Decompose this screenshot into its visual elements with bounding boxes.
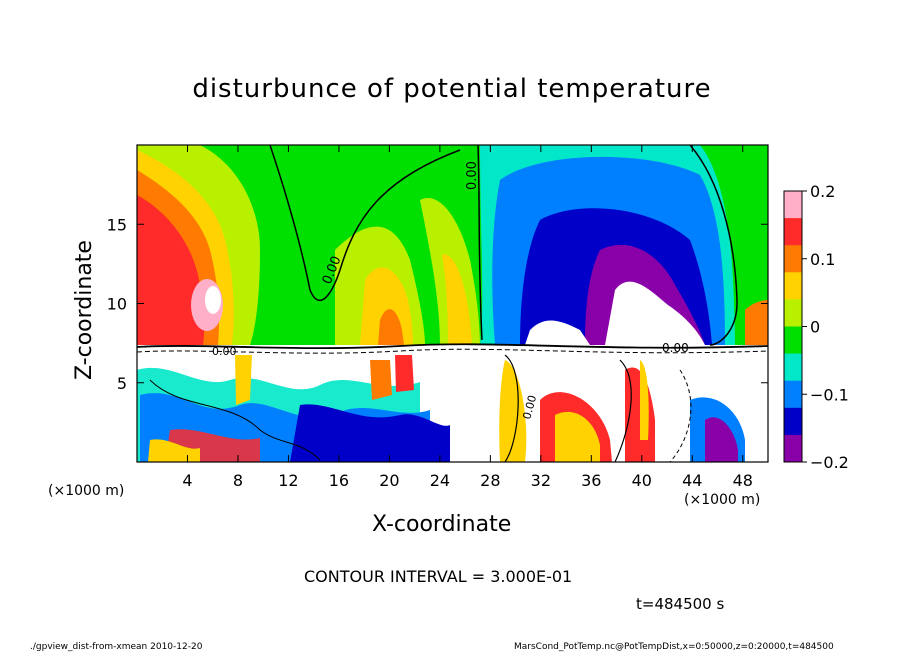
colorbar: 0.2 0.1 0 −0.1 −0.2 — [783, 182, 849, 472]
colorbar-tick-label: 0 — [810, 318, 820, 337]
colorbar-tick-label: −0.1 — [810, 385, 849, 404]
x-axis-label: X-coordinate — [372, 512, 512, 537]
colorbar-swatch — [784, 218, 802, 246]
x-units-left: (×1000 m) — [48, 483, 125, 499]
colorbar-swatch — [784, 245, 802, 273]
chart-title: disturbunce of potential temperature — [192, 74, 712, 104]
colorbar-tick-label: 0.1 — [810, 250, 835, 269]
x-tick-label: 20 — [379, 471, 399, 490]
x-units-right: (×1000 m) — [684, 492, 761, 508]
colorbar-tick-label: 0.2 — [810, 182, 835, 201]
y-tick-label: 15 — [107, 215, 127, 234]
footer-right: MarsCond_PotTemp.nc@PotTempDist,x=0:5000… — [514, 642, 834, 652]
colorbar-swatch — [784, 191, 802, 219]
contour-label: 0.00 — [662, 341, 689, 355]
y-tick-label: 10 — [107, 295, 127, 314]
colorbar-tick-label: −0.2 — [810, 453, 849, 472]
contour-label: 0.00 — [465, 161, 480, 190]
x-tick-label: 48 — [733, 471, 753, 490]
colorbar-swatch — [784, 272, 802, 300]
footer-left: ./gpview_dist-from-xmean 2010-12-20 — [30, 642, 203, 652]
x-tick-label: 24 — [430, 471, 450, 490]
colorbar-swatch — [784, 353, 802, 382]
colorbar-swatch — [784, 407, 802, 436]
x-tick-label: 40 — [632, 471, 652, 490]
contour-label: 0.00 — [520, 394, 539, 421]
colorbar-swatch — [784, 380, 802, 409]
colorbar-swatch — [784, 434, 802, 463]
x-axis: 4 8 12 16 20 24 28 32 36 40 44 48 — [182, 145, 753, 490]
colorbar-swatch — [784, 326, 802, 355]
contour-label: 0.00 — [212, 345, 237, 358]
x-tick-label: 28 — [480, 471, 500, 490]
x-tick-label: 32 — [531, 471, 551, 490]
x-tick-label: 36 — [581, 471, 601, 490]
time-stamp: t=484500 s — [636, 595, 725, 613]
x-tick-label: 8 — [233, 471, 243, 490]
x-tick-label: 44 — [682, 471, 702, 490]
x-tick-label: 12 — [278, 471, 298, 490]
x-tick-label: 16 — [329, 471, 349, 490]
contour-interval-text: CONTOUR INTERVAL = 3.000E-01 — [304, 567, 573, 586]
heatmap-field — [137, 145, 768, 462]
y-tick-label: 5 — [117, 374, 127, 393]
y-axis: 5 10 15 — [107, 215, 768, 393]
colorbar-swatch — [784, 299, 802, 327]
x-tick-label: 4 — [182, 471, 192, 490]
y-axis-label: Z-coordinate — [72, 240, 97, 380]
